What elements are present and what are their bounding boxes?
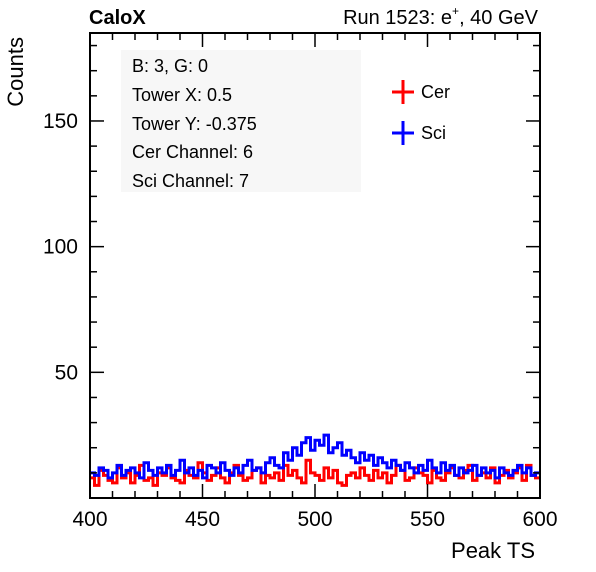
x-axis-label: Peak TS <box>451 538 535 563</box>
info-line-tower-x: Tower X: 0.5 <box>132 85 232 105</box>
run-title-superscript: + <box>452 4 459 18</box>
y-axis-label: Counts <box>3 37 28 107</box>
x-tick-label: 400 <box>72 508 107 531</box>
info-line-sci-channel: Sci Channel: 7 <box>132 171 249 191</box>
series-layer <box>90 433 540 487</box>
run-title-suffix: , 40 GeV <box>459 7 539 29</box>
x-tick-label: 500 <box>297 508 332 531</box>
axis-ticks <box>89 33 541 498</box>
info-box-background <box>121 50 361 192</box>
info-line-tower-y: Tower Y: -0.375 <box>132 114 257 134</box>
x-tick-label: 600 <box>522 508 557 531</box>
series-line-sci <box>90 433 540 480</box>
run-title-prefix: Run 1523: e <box>343 7 452 29</box>
y-tick-label: 100 <box>43 236 78 259</box>
legend-label-cer: Cer <box>421 82 450 102</box>
x-tick-label: 450 <box>185 508 220 531</box>
experiment-title: CaloX <box>89 7 146 29</box>
y-tick-label: 50 <box>55 361 78 384</box>
info-box: B: 3, G: 0 Tower X: 0.5 Tower Y: -0.375 … <box>121 50 361 192</box>
run-title: Run 1523: e+, 40 GeV <box>343 4 539 29</box>
legend-label-sci: Sci <box>421 123 446 143</box>
info-line-board: B: 3, G: 0 <box>132 56 208 76</box>
legend-entry-cer: Cer <box>392 80 450 104</box>
legend: Cer Sci <box>392 80 450 145</box>
info-line-cer-channel: Cer Channel: 6 <box>132 142 253 162</box>
x-tick-label: 550 <box>410 508 445 531</box>
legend-entry-sci: Sci <box>392 121 446 145</box>
y-tick-label: 150 <box>43 110 78 133</box>
